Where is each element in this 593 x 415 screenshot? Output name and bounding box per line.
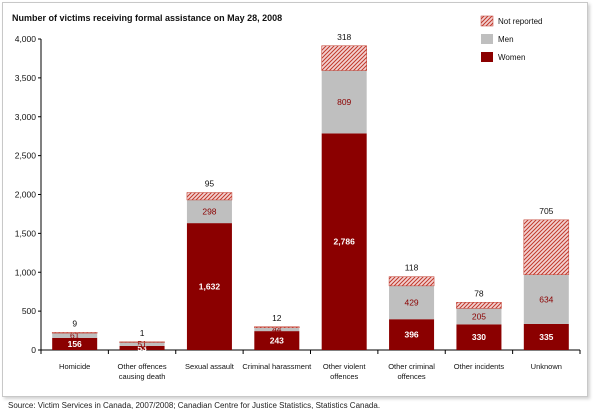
bar-not-reported: [321, 45, 367, 71]
y-tick-label: 1,000: [15, 267, 37, 277]
bar-women: [523, 323, 569, 350]
bar-women: [456, 324, 502, 350]
legend-swatch: [481, 52, 493, 62]
data-label-women: 396: [404, 330, 418, 340]
bar-men: [389, 285, 435, 320]
y-tick-label: 500: [22, 306, 36, 316]
source-note: Source: Victim Services in Canada, 2007/…: [8, 401, 381, 410]
data-label-women: 156: [68, 339, 82, 349]
data-label-not-reported: 95: [205, 179, 215, 189]
x-category-label: Sexual assault: [185, 362, 235, 371]
y-tick-label: 1,500: [15, 228, 37, 238]
x-category-label: Homicide: [59, 362, 90, 371]
bar-men: [254, 327, 300, 332]
bar-women: [254, 331, 300, 350]
data-label-men: 44: [272, 324, 282, 334]
data-label-women: 1,632: [199, 282, 221, 292]
x-category-label: Other incidents: [454, 362, 505, 371]
x-category-label: Other offences: [118, 362, 167, 371]
y-tick-label: 2,500: [15, 151, 37, 161]
legend-swatch: [481, 34, 493, 44]
bar-men: [119, 341, 165, 346]
data-label-women: 243: [270, 336, 284, 346]
x-category-label: offences: [330, 372, 358, 381]
x-category-label: Criminal harassment: [242, 362, 312, 371]
legend-label: Not reported: [498, 17, 542, 26]
y-tick-label: 2,000: [15, 190, 37, 200]
data-label-not-reported: 318: [337, 32, 351, 42]
y-tick-label: 3,500: [15, 73, 37, 83]
x-category-label: Unknown: [531, 362, 562, 371]
bar-not-reported: [254, 326, 300, 328]
bar-men: [52, 333, 98, 338]
bar-men: [321, 70, 367, 134]
data-label-women: 335: [539, 332, 553, 342]
x-category-label: Other criminal: [388, 362, 435, 371]
data-label-men: 809: [337, 97, 351, 107]
bar-not-reported: [388, 276, 435, 287]
legend-swatch: [480, 15, 494, 27]
bar-women: [52, 337, 98, 350]
bar-women: [119, 345, 165, 350]
bar-not-reported: [51, 332, 98, 334]
data-label-men: 205: [472, 311, 486, 321]
legend-label: Men: [498, 35, 514, 44]
data-label-not-reported: 118: [405, 263, 419, 273]
data-label-men: 429: [404, 298, 418, 308]
data-label-men: 634: [539, 294, 553, 304]
y-tick-label: 0: [31, 345, 36, 355]
bar-not-reported: [523, 219, 570, 275]
chart-title: Number of victims receiving formal assis…: [12, 13, 283, 23]
legend-label: Women: [498, 53, 525, 62]
data-label-women: 53: [137, 343, 147, 353]
data-label-not-reported: 12: [272, 313, 282, 323]
bar-not-reported: [456, 302, 502, 309]
y-tick-label: 4,000: [15, 34, 37, 44]
bar-women: [186, 223, 232, 350]
data-label-women: 330: [472, 332, 486, 342]
bar-men: [523, 274, 569, 324]
data-label-men: 61: [70, 330, 80, 340]
x-category-label: causing death: [119, 372, 166, 381]
data-label-not-reported: 9: [72, 318, 77, 328]
data-label-women: 2,786: [334, 237, 356, 247]
bar-not-reported: [186, 192, 233, 201]
bar-not-reported: [119, 341, 165, 343]
bar-men: [186, 199, 232, 224]
y-tick-label: 3,000: [15, 112, 37, 122]
data-label-not-reported: 78: [474, 288, 484, 298]
bar-women: [321, 133, 367, 350]
data-label-not-reported: 705: [539, 206, 553, 216]
bar-women: [389, 319, 435, 350]
data-label-not-reported: 1: [140, 328, 145, 338]
data-label-men: 298: [202, 207, 216, 217]
x-category-label: offences: [397, 372, 425, 381]
x-category-label: Other violent: [323, 362, 366, 371]
data-label-men: 51: [137, 339, 147, 349]
bar-men: [456, 308, 502, 325]
